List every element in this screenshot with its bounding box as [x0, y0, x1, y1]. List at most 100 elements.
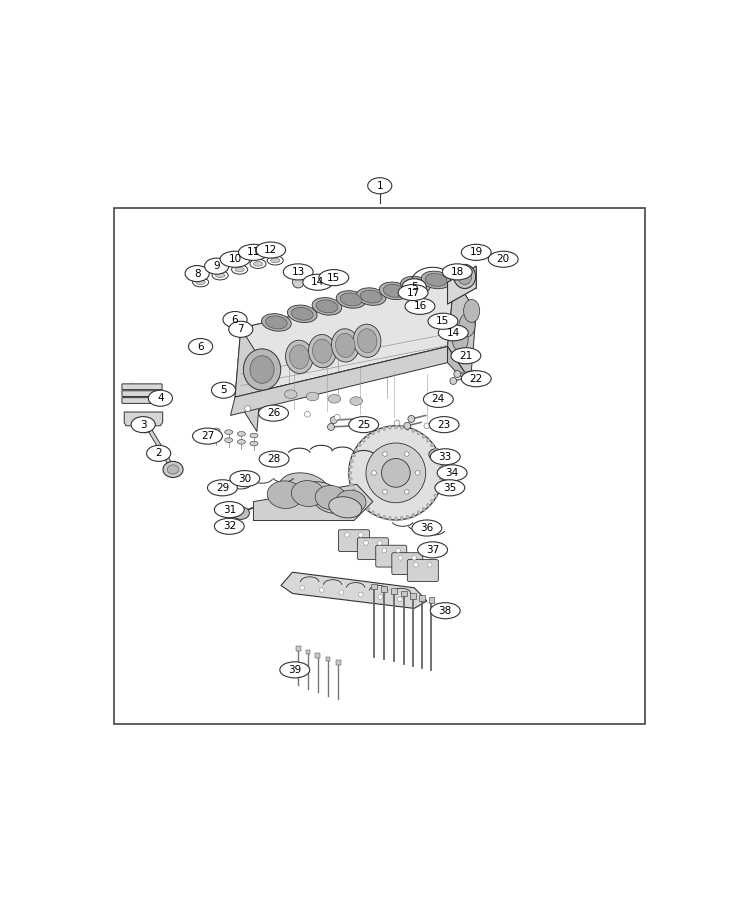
Text: 35: 35 [443, 482, 456, 493]
Ellipse shape [328, 394, 341, 403]
Ellipse shape [265, 316, 288, 328]
Text: 5: 5 [220, 385, 227, 395]
Ellipse shape [350, 397, 362, 405]
Ellipse shape [230, 471, 260, 487]
Ellipse shape [232, 265, 247, 274]
Circle shape [330, 417, 337, 424]
Ellipse shape [427, 438, 430, 442]
Text: 34: 34 [445, 468, 459, 478]
Polygon shape [241, 277, 476, 363]
Text: 27: 27 [201, 431, 214, 441]
Text: 4: 4 [157, 393, 164, 403]
FancyBboxPatch shape [357, 538, 388, 560]
Circle shape [382, 548, 387, 553]
Ellipse shape [167, 464, 179, 474]
FancyBboxPatch shape [428, 598, 434, 603]
Ellipse shape [336, 291, 366, 308]
Ellipse shape [196, 280, 205, 284]
Ellipse shape [285, 340, 313, 374]
Text: 1: 1 [376, 181, 383, 191]
Text: 11: 11 [247, 248, 260, 257]
Ellipse shape [412, 513, 415, 518]
FancyBboxPatch shape [391, 589, 397, 594]
Text: 2: 2 [156, 448, 162, 458]
Text: 32: 32 [223, 521, 236, 531]
Text: 17: 17 [407, 288, 419, 298]
Circle shape [413, 562, 418, 567]
Circle shape [328, 424, 334, 430]
Ellipse shape [438, 483, 442, 486]
Text: 5: 5 [411, 282, 417, 292]
Ellipse shape [406, 516, 409, 519]
Ellipse shape [464, 300, 479, 322]
Circle shape [305, 411, 310, 418]
Ellipse shape [383, 284, 405, 297]
Circle shape [359, 533, 363, 537]
Text: 15: 15 [328, 273, 340, 283]
Ellipse shape [439, 472, 444, 474]
Ellipse shape [435, 480, 465, 496]
Ellipse shape [401, 276, 431, 294]
Ellipse shape [436, 454, 440, 457]
Ellipse shape [312, 298, 342, 315]
Ellipse shape [298, 482, 341, 510]
Ellipse shape [214, 518, 245, 535]
Text: 14: 14 [447, 328, 460, 338]
FancyBboxPatch shape [382, 586, 388, 592]
Ellipse shape [340, 293, 362, 306]
Ellipse shape [279, 472, 329, 505]
Ellipse shape [362, 438, 365, 442]
Text: 14: 14 [311, 277, 325, 287]
Ellipse shape [268, 481, 303, 508]
Circle shape [275, 409, 280, 414]
Ellipse shape [348, 472, 352, 474]
Ellipse shape [193, 428, 222, 445]
Text: 33: 33 [439, 452, 452, 462]
Ellipse shape [422, 435, 425, 438]
Ellipse shape [243, 349, 281, 391]
Ellipse shape [354, 494, 358, 498]
Ellipse shape [336, 333, 355, 357]
Ellipse shape [433, 494, 437, 498]
Circle shape [405, 452, 409, 456]
Text: 18: 18 [451, 267, 464, 277]
Circle shape [382, 452, 388, 456]
Text: 24: 24 [432, 394, 445, 404]
Ellipse shape [402, 279, 426, 295]
Text: 23: 23 [437, 419, 451, 429]
Ellipse shape [423, 392, 453, 408]
Ellipse shape [438, 460, 442, 463]
Circle shape [366, 443, 425, 503]
Circle shape [490, 254, 499, 263]
Text: 7: 7 [237, 324, 244, 334]
Ellipse shape [348, 477, 352, 481]
Ellipse shape [376, 513, 380, 518]
FancyBboxPatch shape [411, 593, 416, 598]
Ellipse shape [250, 259, 266, 268]
Ellipse shape [259, 451, 289, 467]
Ellipse shape [163, 462, 183, 478]
Ellipse shape [315, 485, 347, 509]
Ellipse shape [256, 242, 285, 258]
Ellipse shape [280, 662, 310, 678]
Ellipse shape [316, 300, 338, 313]
Ellipse shape [362, 504, 365, 507]
Ellipse shape [351, 489, 356, 492]
Ellipse shape [253, 262, 262, 266]
Circle shape [450, 377, 456, 384]
Ellipse shape [429, 417, 459, 433]
Ellipse shape [356, 288, 386, 305]
FancyBboxPatch shape [371, 584, 377, 590]
Ellipse shape [348, 465, 352, 468]
Ellipse shape [205, 258, 229, 274]
Circle shape [345, 533, 349, 537]
Text: 15: 15 [436, 316, 450, 327]
Text: 31: 31 [223, 505, 236, 515]
Circle shape [139, 418, 153, 433]
Ellipse shape [366, 435, 370, 438]
Text: 12: 12 [264, 245, 277, 255]
Circle shape [382, 458, 411, 487]
Ellipse shape [431, 500, 434, 502]
Circle shape [398, 555, 403, 560]
Ellipse shape [400, 517, 403, 520]
